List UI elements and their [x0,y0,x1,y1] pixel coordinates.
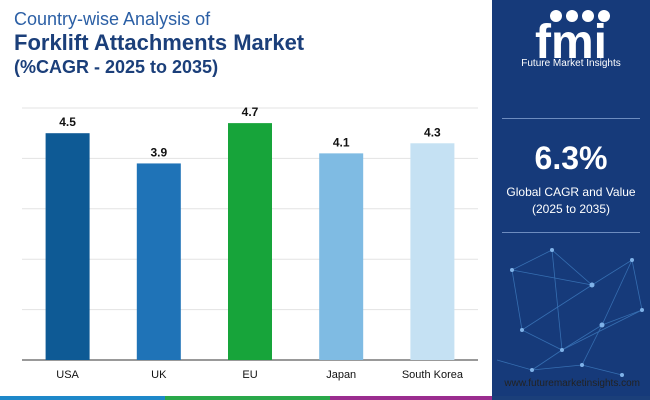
logo-bubble-icon [582,10,594,22]
footer-bar-segment [0,396,165,400]
data-label: 4.3 [424,125,441,139]
cagr-label-line1: Global CAGR and Value [506,185,636,199]
footer-bar-segment [330,396,492,400]
divider [502,232,640,233]
data-label: 4.1 [333,135,350,149]
chart-title-line1: Country-wise Analysis of [14,9,211,29]
logo-subtitle: Future Market Insights [521,58,621,69]
chart-title-line3: (%CAGR - 2025 to 2035) [14,57,219,77]
bar [228,123,272,361]
x-tick-label: South Korea [402,369,464,381]
chart-title-line2: Forklift Attachments Market [14,30,305,55]
logo-bubble-icon [550,10,562,22]
bar [410,143,455,360]
data-label: 4.7 [242,105,259,119]
bar-chart: 4.5 USA 3.9 UK 4.7 EU 4.1 Japan 4.3 South Korea [22,105,478,381]
chart-title-block: Country-wise Analysis of Forklift Attach… [14,8,304,78]
divider [502,118,640,119]
logo-bubble-icon [598,10,610,22]
bar [136,163,181,360]
x-tick-label: USA [56,369,79,381]
logo-text: fmi [535,16,607,69]
bar [45,133,90,360]
data-label: 4.5 [59,115,76,129]
x-tick-label: EU [242,369,257,381]
website-url: www.futuremarketinsights.com [504,378,640,389]
cagr-label-line2: (2025 to 2035) [531,202,611,216]
cagr-label: Global CAGR and Value (2025 to 2035) [492,184,650,218]
x-tick-label: UK [151,369,167,381]
data-label: 3.9 [150,145,167,159]
footer-color-bar [0,396,650,400]
bar [319,153,364,360]
logo-bubble-icon [566,10,578,22]
network-graphic [496,248,644,377]
footer-bar-segment [492,396,650,400]
fmi-logo: fmi [535,10,610,69]
summary-panel: fmi Future Market Insights 6.3% Global C… [492,0,650,400]
x-tick-label: Japan [326,369,356,381]
footer-bar-segment [165,396,330,400]
cagr-value: 6.3% [534,140,608,176]
